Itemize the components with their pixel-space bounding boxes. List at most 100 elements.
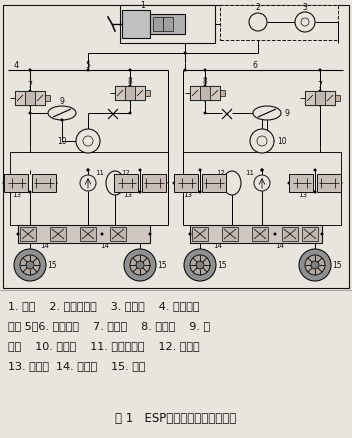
Bar	[183, 152, 341, 225]
Circle shape	[29, 89, 31, 92]
Circle shape	[190, 255, 210, 275]
Bar	[110, 227, 126, 241]
Circle shape	[295, 12, 315, 32]
Text: 2: 2	[256, 4, 260, 13]
Bar	[4, 174, 28, 192]
Bar	[210, 86, 220, 100]
Bar	[115, 86, 145, 100]
Bar	[190, 225, 322, 243]
Circle shape	[55, 181, 57, 184]
Circle shape	[260, 169, 264, 172]
Circle shape	[314, 191, 316, 194]
Circle shape	[128, 112, 132, 114]
Bar	[305, 91, 335, 105]
Ellipse shape	[48, 106, 76, 120]
Text: 单元 5、6. 液压油路    7. 吸入阀    8. 限压鄀    9. 阻: 单元 5、6. 液压油路 7. 吸入阀 8. 限压鄀 9. 阻	[8, 321, 210, 331]
Circle shape	[2, 181, 6, 184]
Text: 14: 14	[276, 243, 284, 249]
Bar	[125, 86, 135, 100]
Circle shape	[29, 112, 31, 114]
Text: 13. 增压鄀  14. 减压鄀    15. 轮缸: 13. 增压鄀 14. 减压鄀 15. 轮缸	[8, 361, 145, 371]
Text: 15: 15	[217, 261, 227, 269]
Circle shape	[203, 68, 207, 71]
Circle shape	[257, 136, 267, 146]
Text: 15: 15	[47, 261, 57, 269]
Text: 3: 3	[303, 4, 307, 13]
Bar	[3, 5, 349, 288]
Text: 14: 14	[101, 243, 109, 249]
Bar	[15, 91, 25, 105]
Bar	[145, 90, 150, 96]
Text: 1: 1	[141, 1, 145, 11]
Text: 图 1   ESP液压控制系统模型组成: 图 1 ESP液压控制系统模型组成	[115, 411, 237, 424]
Circle shape	[80, 175, 96, 191]
Circle shape	[274, 233, 277, 236]
Bar	[183, 70, 343, 280]
Bar	[153, 17, 163, 31]
Bar	[305, 91, 315, 105]
Text: 11: 11	[95, 170, 105, 176]
Circle shape	[203, 85, 207, 88]
Circle shape	[184, 249, 216, 281]
Text: 13: 13	[183, 192, 193, 198]
Circle shape	[76, 129, 100, 153]
Circle shape	[203, 112, 207, 114]
Text: 8: 8	[128, 77, 132, 85]
Circle shape	[319, 68, 321, 71]
Bar	[190, 86, 220, 100]
Text: 13: 13	[13, 192, 21, 198]
Circle shape	[149, 233, 151, 236]
Text: 6: 6	[253, 61, 257, 71]
Bar	[80, 227, 96, 241]
Bar	[45, 95, 50, 101]
Circle shape	[249, 13, 267, 31]
Bar	[18, 225, 150, 243]
Circle shape	[172, 181, 176, 184]
Circle shape	[301, 18, 309, 26]
Text: 7: 7	[318, 81, 322, 91]
Bar	[15, 91, 45, 105]
Circle shape	[57, 233, 59, 236]
Text: 15: 15	[332, 261, 342, 269]
Text: 13: 13	[124, 192, 132, 198]
Circle shape	[196, 261, 204, 269]
Bar	[317, 174, 341, 192]
Circle shape	[128, 68, 132, 71]
Text: 13: 13	[298, 192, 308, 198]
Circle shape	[250, 129, 274, 153]
Circle shape	[321, 233, 323, 236]
Circle shape	[183, 68, 187, 71]
Text: 14: 14	[40, 243, 49, 249]
Circle shape	[228, 233, 232, 236]
Circle shape	[138, 191, 142, 194]
Circle shape	[87, 68, 89, 71]
Circle shape	[199, 169, 201, 172]
Bar	[142, 174, 166, 192]
Circle shape	[254, 175, 270, 191]
Text: 7: 7	[27, 81, 32, 91]
Bar	[335, 95, 340, 101]
Text: 9: 9	[59, 96, 64, 106]
Text: 12: 12	[121, 170, 131, 176]
Circle shape	[128, 99, 132, 102]
Ellipse shape	[253, 106, 281, 120]
Circle shape	[199, 191, 201, 194]
Circle shape	[26, 261, 34, 269]
Bar	[302, 227, 318, 241]
Bar	[8, 70, 168, 280]
Bar	[325, 91, 335, 105]
Bar	[32, 174, 56, 192]
Circle shape	[113, 181, 115, 184]
Text: 尼器    10. 回油泵    11. 回流单向鄀    12. 蓄能器: 尼器 10. 回油泵 11. 回流单向鄀 12. 蓄能器	[8, 341, 200, 351]
Bar	[252, 227, 268, 241]
Bar	[163, 17, 173, 31]
Circle shape	[260, 169, 264, 172]
Text: 9: 9	[284, 109, 289, 117]
Bar	[222, 227, 238, 241]
Circle shape	[17, 233, 19, 236]
Circle shape	[314, 169, 316, 172]
Bar	[0, 0, 352, 290]
Text: 14: 14	[214, 243, 222, 249]
Circle shape	[29, 68, 31, 71]
Circle shape	[61, 119, 63, 121]
